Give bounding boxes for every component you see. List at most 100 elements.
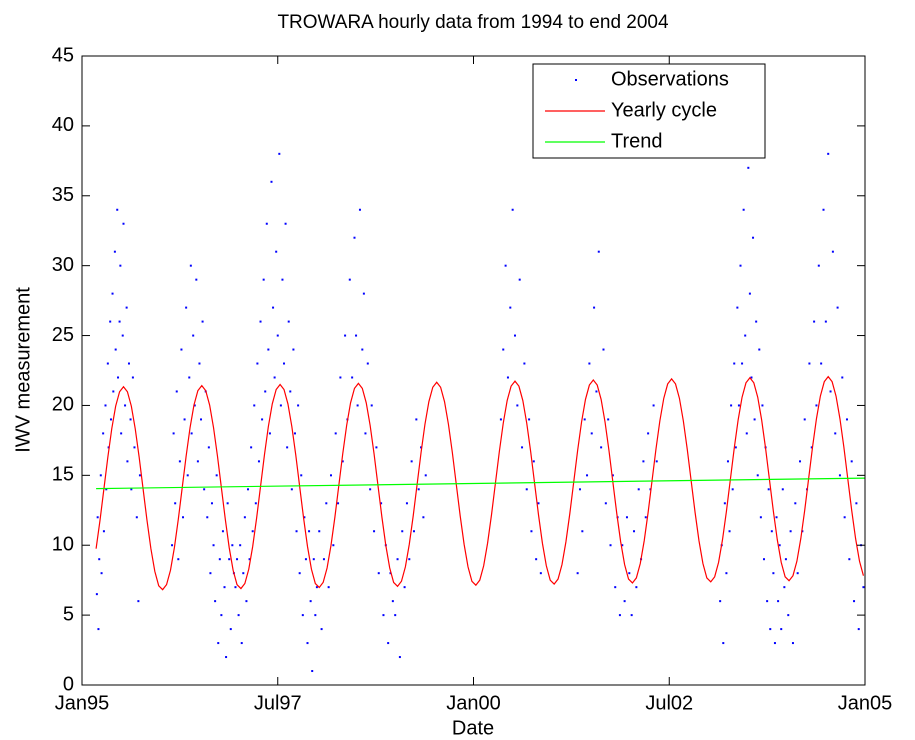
observation-point [525,488,528,491]
observation-point [773,642,776,645]
observation-point [789,530,792,533]
observation-point [325,502,328,505]
observation-point [337,502,340,505]
observation-point [334,432,337,435]
y-tick-label: 10 [52,534,74,556]
observation-point [217,642,220,645]
observation-point [747,166,750,169]
observation-point [623,600,626,603]
y-tick-label: 15 [52,464,74,486]
observation-point [521,446,524,449]
y-tick-label: 30 [52,254,74,276]
observation-point [114,348,117,351]
observation-point [723,502,726,505]
observation-point [341,460,344,463]
observation-point [827,152,830,155]
observation-point [734,446,737,449]
observation-point [300,474,303,477]
observation-point [172,432,175,435]
observation-point [257,460,260,463]
observation-point [131,376,134,379]
observation-point [95,593,98,596]
observation-point [190,432,193,435]
observation-point [719,600,722,603]
observation-point [97,628,100,631]
observation-point [200,418,203,421]
observation-point [655,460,658,463]
observation-point [111,292,114,295]
observation-point [256,362,259,365]
observation-point [254,502,257,505]
observation-point [237,614,240,617]
observation-point [309,600,312,603]
observation-point [813,320,816,323]
observation-point [221,530,224,533]
observation-point [509,306,512,309]
observation-point [506,376,509,379]
observation-point [635,586,638,589]
observation-point [377,572,380,575]
observation-point [586,474,589,477]
observation-point [737,404,740,407]
observation-point [364,432,367,435]
observation-point [281,278,284,281]
observation-point [808,362,811,365]
observation-point [403,586,406,589]
observation-point [214,600,217,603]
observation-point [741,362,744,365]
observation-point [98,558,101,561]
observation-point [332,544,335,547]
observation-point [355,334,358,337]
observation-point [607,418,610,421]
y-tick-label: 20 [52,394,74,416]
observation-point [499,418,502,421]
observation-point [824,320,827,323]
observation-point [112,390,115,393]
y-tick-label: 35 [52,184,74,206]
observation-point [105,488,108,491]
y-tick-label: 0 [63,673,74,695]
observation-point [523,362,526,365]
observation-point [304,558,307,561]
observation-point [284,222,287,225]
observation-point [609,544,612,547]
observation-point [783,586,786,589]
y-tick-label: 5 [63,603,74,625]
observation-point [186,474,189,477]
observation-point [391,600,394,603]
observation-point [581,530,584,533]
observation-point [815,404,818,407]
observation-point [614,586,617,589]
observation-point [770,530,773,533]
observation-point [125,306,128,309]
observation-point [320,628,323,631]
observation-point [728,530,731,533]
observation-point [119,264,122,267]
observation-point [193,404,196,407]
observation-point [327,586,330,589]
observation-point [733,362,736,365]
y-tick-label: 45 [52,44,74,66]
observation-point [113,250,116,253]
observation-point [192,334,195,337]
observation-point [180,348,183,351]
observation-point [246,488,249,491]
observation-point [122,222,125,225]
observation-point [287,320,290,323]
observation-point [775,516,778,519]
observation-point [289,390,292,393]
observation-point [223,586,226,589]
observation-point [781,488,784,491]
observation-point [234,586,237,589]
observation-point [268,432,271,435]
observation-point [380,502,383,505]
observation-point [417,488,420,491]
observation-point [109,320,112,323]
observation-point [127,362,130,365]
observation-point [752,236,755,239]
observation-point [308,530,311,533]
observation-point [726,460,729,463]
observation-point [736,306,739,309]
observation-point [261,418,264,421]
